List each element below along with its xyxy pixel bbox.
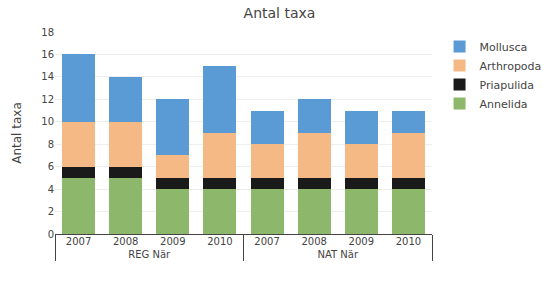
svg-text:2009: 2009 bbox=[349, 236, 374, 247]
svg-text:2008: 2008 bbox=[113, 236, 138, 247]
svg-text:Priapulida: Priapulida bbox=[480, 79, 535, 92]
svg-text:18: 18 bbox=[41, 27, 54, 38]
svg-text:Mollusca: Mollusca bbox=[480, 41, 528, 54]
svg-text:Antal taxa: Antal taxa bbox=[10, 102, 24, 164]
svg-text:NAT När: NAT När bbox=[317, 249, 358, 260]
svg-text:10: 10 bbox=[41, 116, 54, 127]
svg-text:Annelida: Annelida bbox=[480, 98, 528, 111]
svg-text:0: 0 bbox=[48, 229, 54, 240]
svg-text:4: 4 bbox=[48, 184, 54, 195]
svg-text:6: 6 bbox=[48, 161, 54, 172]
svg-text:12: 12 bbox=[41, 94, 54, 105]
svg-text:14: 14 bbox=[41, 71, 54, 82]
svg-text:2007: 2007 bbox=[66, 236, 91, 247]
svg-text:REG När: REG När bbox=[128, 249, 171, 260]
svg-text:2010: 2010 bbox=[396, 236, 421, 247]
svg-text:16: 16 bbox=[41, 49, 54, 60]
svg-text:8: 8 bbox=[48, 139, 54, 150]
svg-text:2009: 2009 bbox=[160, 236, 185, 247]
svg-text:2: 2 bbox=[48, 206, 54, 217]
svg-text:Antal taxa: Antal taxa bbox=[244, 5, 316, 21]
svg-text:2008: 2008 bbox=[301, 236, 326, 247]
svg-text:2007: 2007 bbox=[254, 236, 279, 247]
svg-text:2010: 2010 bbox=[207, 236, 232, 247]
svg-text:Arthropoda: Arthropoda bbox=[480, 60, 542, 73]
